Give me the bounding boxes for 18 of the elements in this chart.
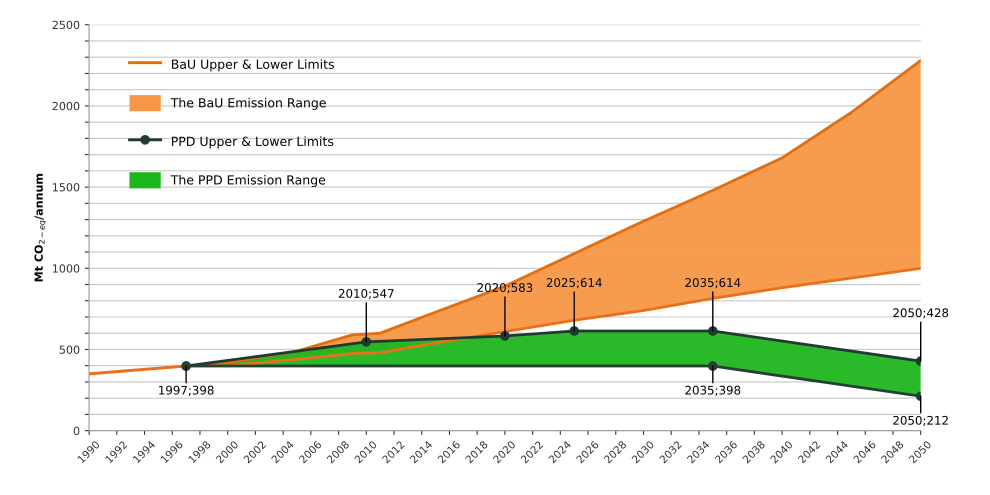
y-tick-label: 2000 [52,102,80,110]
y-tick-label: 2500 [52,20,80,30]
y-tick-label: 1000 [53,264,80,273]
y-tick-label: 0 [74,426,80,436]
annotation: 2035;614 [685,278,740,288]
annotation: 2010;547 [338,288,394,300]
annotation: 2050;428 [893,308,948,318]
y-axis-title: Mt CO$_{2−eq}$/annum [34,174,46,282]
legend-label: PPD Upper & Lower Limits [172,136,334,148]
annotation: 2025;614 [546,278,602,288]
legend-label: BaU Upper & Lower Limits [172,59,334,72]
annotation: 2050;212 [893,416,948,426]
legend-label: The PPD Emission Range [170,174,326,188]
y-tick-label: 1500 [53,183,80,192]
annotation: 1997;398 [159,386,214,396]
annotation: 2035;398 [685,386,740,396]
y-tick-label: 500 [60,345,80,354]
legend-label: The BaU Emission Range [170,98,326,110]
